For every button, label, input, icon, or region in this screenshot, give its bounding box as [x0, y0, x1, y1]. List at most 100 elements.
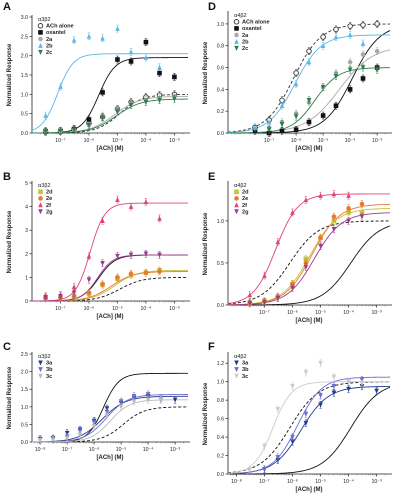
data-point — [320, 34, 326, 40]
panel-letter: C — [3, 341, 11, 353]
legend-marker — [38, 189, 43, 195]
legend-marker — [38, 373, 43, 379]
legend-label: 2e — [46, 196, 52, 202]
data-point — [275, 407, 281, 413]
fit-curve-3a — [31, 395, 188, 443]
x-tick-label: 10⁻⁶ — [291, 138, 302, 144]
data-point — [145, 392, 151, 398]
data-point — [333, 73, 339, 79]
data-point — [252, 124, 258, 130]
data-point — [320, 43, 326, 49]
x-tick-label: 10⁻⁴ — [345, 138, 356, 144]
data-point — [115, 275, 120, 280]
data-point — [143, 54, 149, 60]
fit-curve-oxantel — [228, 225, 391, 306]
legend-label: 2a — [242, 33, 249, 39]
y-tick-label: 3.0 — [21, 15, 28, 21]
data-point — [247, 292, 253, 298]
data-point — [115, 25, 120, 31]
data-point — [43, 129, 48, 135]
x-tick-label: 10⁻⁷ — [62, 447, 73, 453]
legend-subunit: α4β2 — [234, 354, 247, 360]
y-tick-label: 5 — [25, 181, 28, 187]
data-point — [128, 252, 134, 258]
legend-marker — [234, 32, 239, 38]
y-tick-label: 1.0 — [217, 380, 224, 386]
legend-label: 3a — [242, 361, 249, 367]
data-point — [118, 399, 124, 405]
data-point — [346, 210, 351, 215]
data-point — [118, 404, 124, 410]
legend-marker — [38, 42, 43, 48]
x-tick-label: 10⁻⁵ — [318, 138, 329, 144]
fit-curve-3a — [227, 385, 391, 475]
data-point — [128, 203, 134, 209]
data-point — [360, 76, 366, 81]
data-point — [262, 300, 267, 306]
y-tick-label: 0.0 — [21, 131, 28, 137]
legend-label: 2e — [242, 196, 248, 202]
data-point — [293, 70, 299, 76]
legend-label: 2c — [46, 50, 52, 56]
x-tick-label: 10⁻⁶ — [89, 447, 100, 453]
x-tick-label: 10⁻⁶ — [84, 138, 95, 144]
x-tick-label: 10⁻⁵ — [112, 306, 123, 312]
panel-letter: B — [3, 171, 11, 183]
panel-letter: F — [208, 341, 215, 353]
y-tick-label: 0 — [25, 299, 28, 305]
data-point — [360, 52, 366, 57]
data-point — [128, 59, 134, 64]
legend-marker — [233, 19, 240, 25]
fit-curve-2e — [32, 271, 188, 302]
data-point — [279, 121, 285, 127]
x-tick-label: 10⁻⁵ — [112, 138, 123, 144]
data-point — [374, 388, 379, 394]
y-tick-label: 2.0 — [21, 370, 28, 376]
data-point — [333, 26, 339, 33]
data-point — [331, 214, 337, 219]
data-point — [86, 290, 92, 296]
y-tick-label: 0.5 — [21, 112, 28, 118]
data-point — [333, 34, 339, 40]
data-point — [43, 112, 48, 118]
data-point — [104, 413, 110, 419]
x-axis-label: [ACh] (M) — [97, 455, 124, 461]
fit-curve-2e — [227, 203, 391, 306]
x-tick-label: 10⁻³ — [169, 306, 180, 312]
x-tick-label: 10⁻⁶ — [287, 310, 298, 316]
legend-marker — [234, 26, 239, 31]
legend-marker — [38, 196, 43, 201]
y-tick-label: 0.0 — [217, 131, 224, 137]
data-point — [143, 270, 149, 275]
data-point — [279, 128, 285, 134]
y-tick-label: 0.2 — [217, 109, 224, 115]
data-point — [157, 70, 162, 76]
data-point — [262, 444, 267, 450]
legend-label: 2g — [46, 209, 53, 215]
data-point — [303, 420, 309, 426]
data-point — [131, 393, 137, 399]
legend-marker — [38, 360, 43, 366]
fit-curve-oxantel — [228, 386, 391, 475]
fit-curve-3c — [227, 381, 390, 474]
data-point — [303, 411, 309, 417]
fit-curve-2g — [227, 212, 391, 306]
data-point — [143, 99, 149, 105]
x-axis-label: [ACh] (M) — [296, 487, 323, 493]
data-point — [306, 97, 312, 103]
data-point — [346, 218, 351, 224]
legend-label: 2f — [242, 203, 247, 209]
legend-label: 3c — [242, 374, 248, 380]
data-point — [275, 295, 281, 301]
data-point — [347, 87, 353, 92]
legend-label: 2b — [242, 39, 249, 45]
data-point — [318, 360, 323, 366]
data-point — [100, 260, 105, 266]
x-tick-label: 10⁻⁷ — [264, 138, 275, 144]
y-tick-label: 0.0 — [217, 303, 224, 309]
legend-subunit: α3β2 — [38, 17, 51, 23]
x-axis-label: [ACh] (M) — [296, 146, 323, 152]
data-point — [157, 215, 162, 221]
x-tick-label: 10⁻⁷ — [259, 310, 270, 316]
